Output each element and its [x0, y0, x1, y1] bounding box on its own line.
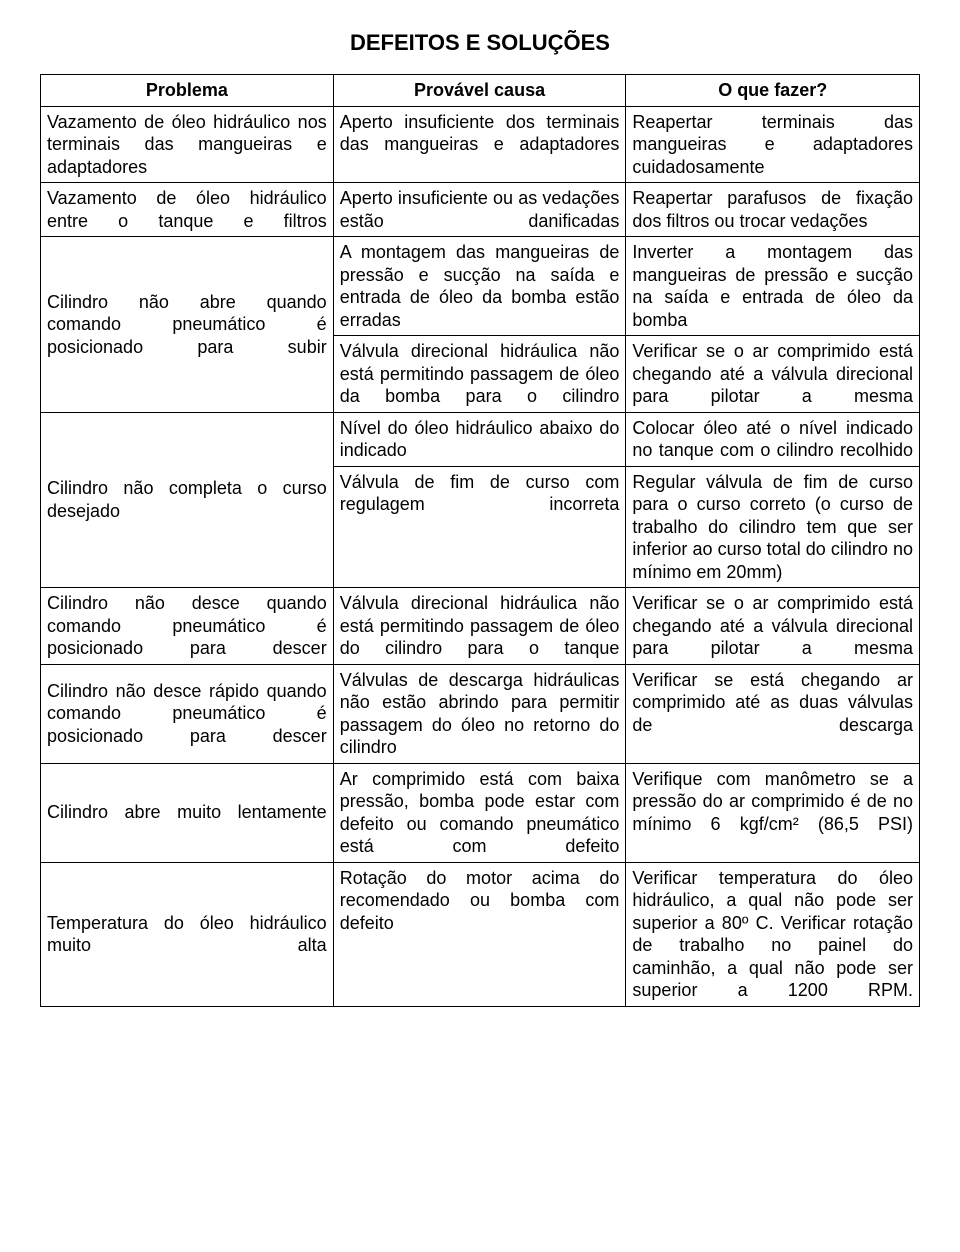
table-row: Vazamento de óleo hidráulico nos termina…: [41, 106, 920, 183]
table-row: Cilindro não desce quando comando pneumá…: [41, 588, 920, 665]
cell-causa: Rotação do motor acima do recomendado ou…: [333, 862, 626, 1006]
cell-problema: Cilindro não desce quando comando pneumá…: [41, 588, 334, 665]
cell-fazer: Reapertar parafusos de fixação dos filtr…: [626, 183, 920, 237]
cell-problema: Temperatura do óleo hidráulico muito alt…: [41, 862, 334, 1006]
cell-fazer: Verificar se o ar comprimido está chegan…: [626, 336, 920, 413]
cell-fazer: Inverter a montagem das mangueiras de pr…: [626, 237, 920, 336]
header-problema: Problema: [41, 75, 334, 107]
table-row: Cilindro não desce rápido quando comando…: [41, 664, 920, 763]
page-title: DEFEITOS E SOLUÇÕES: [40, 30, 920, 56]
cell-causa: Aperto insuficiente dos terminais das ma…: [333, 106, 626, 183]
cell-problema: Cilindro não completa o curso desejado: [41, 412, 334, 588]
cell-problema: Cilindro abre muito lentamente: [41, 763, 334, 862]
cell-fazer: Verificar se o ar comprimido está chegan…: [626, 588, 920, 665]
cell-fazer: Colocar óleo até o nível indicado no tan…: [626, 412, 920, 466]
cell-problema: Cilindro não abre quando comando pneumát…: [41, 237, 334, 413]
table-header-row: Problema Provável causa O que fazer?: [41, 75, 920, 107]
cell-causa: Válvula de fim de curso com regulagem in…: [333, 466, 626, 588]
table-row: Cilindro abre muito lentamenteAr comprim…: [41, 763, 920, 862]
cell-fazer: Verifique com manômetro se a pressão do …: [626, 763, 920, 862]
cell-causa: Válvulas de descarga hidráulicas não est…: [333, 664, 626, 763]
cell-fazer: Reapertar terminais das mangueiras e ada…: [626, 106, 920, 183]
cell-problema: Cilindro não desce rápido quando comando…: [41, 664, 334, 763]
cell-problema: Vazamento de óleo hidráulico nos termina…: [41, 106, 334, 183]
header-fazer: O que fazer?: [626, 75, 920, 107]
table-row: Cilindro não completa o curso desejadoNí…: [41, 412, 920, 466]
defects-table: Problema Provável causa O que fazer? Vaz…: [40, 74, 920, 1007]
table-row: Cilindro não abre quando comando pneumát…: [41, 237, 920, 336]
cell-causa: Nível do óleo hidráulico abaixo do indic…: [333, 412, 626, 466]
table-row: Vazamento de óleo hidráulico entre o tan…: [41, 183, 920, 237]
cell-problema: Vazamento de óleo hidráulico entre o tan…: [41, 183, 334, 237]
cell-causa: Ar comprimido está com baixa pressão, bo…: [333, 763, 626, 862]
cell-causa: Válvula direcional hidráulica não está p…: [333, 336, 626, 413]
cell-fazer: Verificar temperatura do óleo hidráulico…: [626, 862, 920, 1006]
cell-causa: Aperto insuficiente ou as vedações estão…: [333, 183, 626, 237]
cell-causa: A montagem das mangueiras de pressão e s…: [333, 237, 626, 336]
cell-fazer: Verificar se está chegando ar comprimido…: [626, 664, 920, 763]
header-causa: Provável causa: [333, 75, 626, 107]
table-row: Temperatura do óleo hidráulico muito alt…: [41, 862, 920, 1006]
cell-causa: Válvula direcional hidráulica não está p…: [333, 588, 626, 665]
table-body: Vazamento de óleo hidráulico nos termina…: [41, 106, 920, 1006]
cell-fazer: Regular válvula de fim de curso para o c…: [626, 466, 920, 588]
